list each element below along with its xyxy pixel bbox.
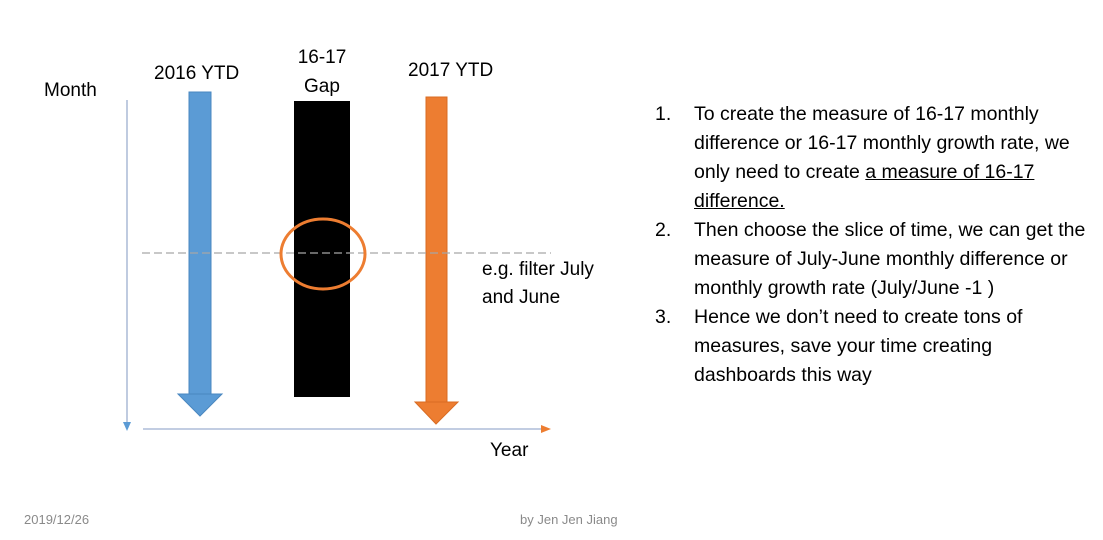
step-number: 1. bbox=[655, 103, 672, 125]
step-text-underlined: a measure of 16-17 difference. bbox=[694, 161, 1035, 212]
footer-date: 2019/12/26 bbox=[24, 512, 90, 527]
step-text: Then choose the slice of time, we can ge… bbox=[694, 219, 1086, 299]
arrow-2016-label: 2016 YTD bbox=[154, 63, 240, 84]
y-axis-arrowhead bbox=[123, 422, 131, 431]
footer-author: by Jen Jen Jiang bbox=[520, 512, 618, 527]
arrow-2016-ytd bbox=[176, 91, 224, 417]
gap-label-line2: Gap bbox=[304, 76, 340, 97]
filter-note-line2: and June bbox=[482, 287, 561, 308]
highlight-circle bbox=[279, 217, 367, 291]
step-text: To create the measure of 16-17 monthly d… bbox=[694, 103, 1070, 183]
y-axis-label: Month bbox=[44, 80, 97, 101]
step-item: 1. To create the measure of 16-17 monthl… bbox=[655, 100, 1095, 216]
steps-list: 1. To create the measure of 16-17 monthl… bbox=[655, 100, 1095, 390]
arrow-2017-label: 2017 YTD bbox=[408, 60, 494, 81]
x-axis-label: Year bbox=[490, 440, 529, 461]
gap-bar bbox=[294, 101, 350, 397]
step-number: 2. bbox=[655, 219, 672, 241]
step-item: 2. Then choose the slice of time, we can… bbox=[655, 216, 1095, 303]
step-item: 3. Hence we don’t need to create tons of… bbox=[655, 303, 1095, 390]
arrow-2017-ytd bbox=[413, 96, 460, 425]
x-axis-arrowhead bbox=[541, 425, 551, 433]
filter-note-line1: e.g. filter July bbox=[482, 259, 594, 280]
gap-label-line1: 16-17 bbox=[297, 47, 347, 68]
step-number: 3. bbox=[655, 306, 672, 328]
step-text: Hence we don’t need to create tons of me… bbox=[694, 306, 1023, 386]
